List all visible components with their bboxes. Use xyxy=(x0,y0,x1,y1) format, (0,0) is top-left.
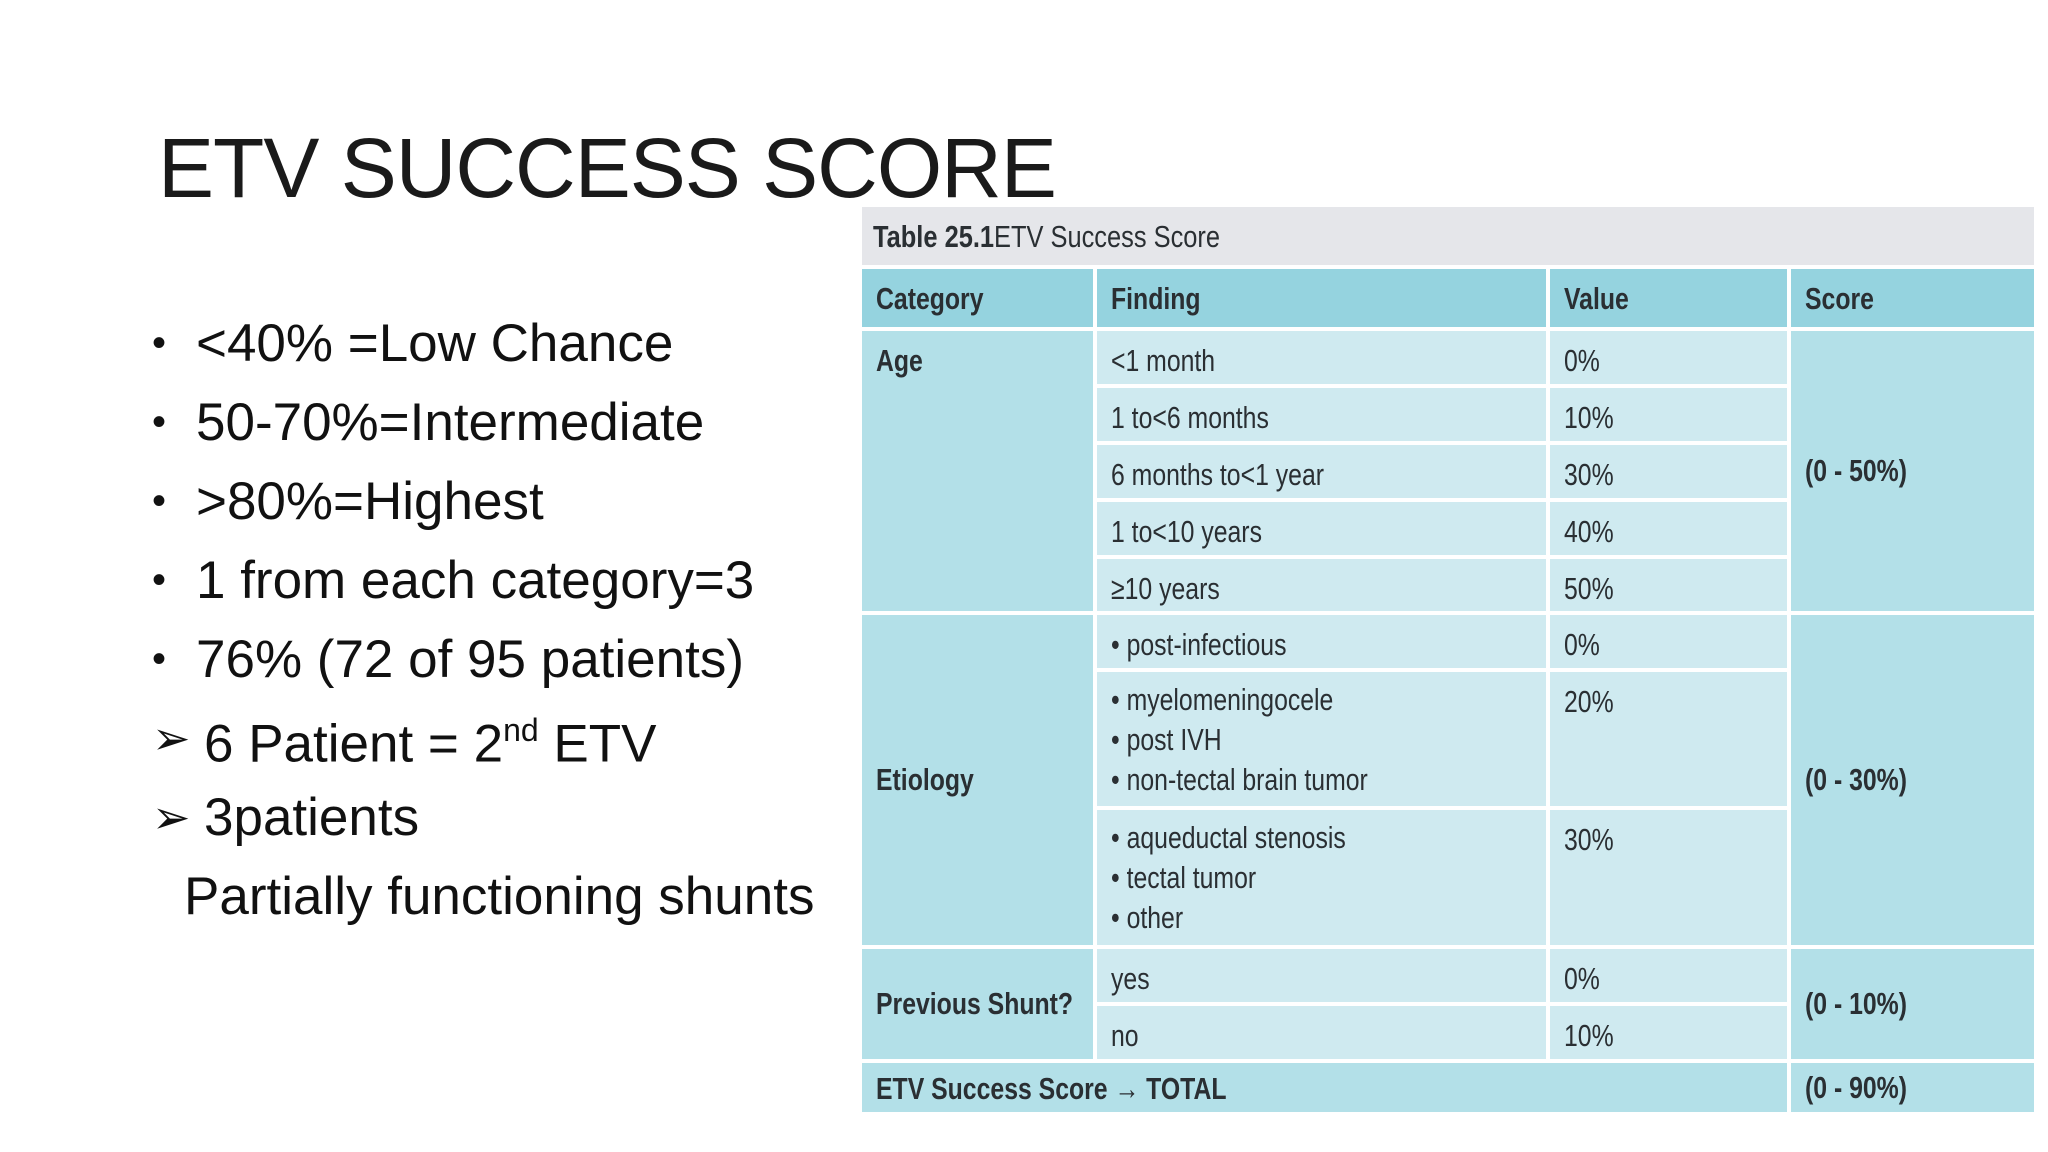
category-age: Age xyxy=(862,331,1093,611)
value-cell: 20% xyxy=(1550,672,1787,806)
value-cell: 50% xyxy=(1550,559,1787,611)
bullet-dot-icon: • xyxy=(152,321,167,365)
bullet-item: • 50-70%=Intermediate xyxy=(152,383,852,462)
value-cell: 10% xyxy=(1550,1006,1787,1059)
bullet-item: • 1 from each category=3 xyxy=(152,541,852,620)
finding-cell: ≥10 years xyxy=(1097,559,1546,611)
category-previous-shunt: Previous Shunt? xyxy=(862,949,1093,1059)
header-score: Score xyxy=(1791,269,2034,327)
arrow-bullet-icon: ➢ xyxy=(152,791,191,843)
table-caption: Table 25.1 ETV Success Score xyxy=(862,207,2034,265)
total-label: ETV Success Score → TOTAL xyxy=(862,1063,1787,1112)
bullet-item: • <40% =Low Chance xyxy=(152,304,852,383)
value-cell: 0% xyxy=(1550,331,1787,384)
bullet-item: • 76% (72 of 95 patients) xyxy=(152,620,852,699)
bullet-dot-icon: • xyxy=(152,479,167,523)
value-cell: 30% xyxy=(1550,810,1787,945)
bullet-item: • >80%=Highest xyxy=(152,462,852,541)
value-cell: 30% xyxy=(1550,445,1787,498)
arrow-item: ➢ 3patients xyxy=(152,778,852,857)
bullet-dot-icon: • xyxy=(152,637,167,681)
bullet-dot-icon: • xyxy=(152,400,167,444)
finding-cell: • post-infectious xyxy=(1097,615,1546,668)
arrow-item: ➢ 6 Patient = 2nd ETV xyxy=(152,699,852,778)
arrow-bullet-icon: ➢ xyxy=(152,712,191,764)
etv-score-table: Table 25.1 ETV Success Score Category Fi… xyxy=(862,207,2034,1112)
header-category: Category xyxy=(862,269,1093,327)
continuation-text: Partially functioning shunts xyxy=(184,867,815,926)
finding-cell: 6 months to<1 year xyxy=(1097,445,1546,498)
finding-cell: <1 month xyxy=(1097,331,1546,384)
value-cell: 0% xyxy=(1550,615,1787,668)
value-cell: 0% xyxy=(1550,949,1787,1002)
finding-cell: • myelomeningocele • post IVH • non-tect… xyxy=(1097,672,1546,806)
finding-cell: no xyxy=(1097,1006,1546,1059)
finding-cell: yes xyxy=(1097,949,1546,1002)
score-age: (0 - 50%) xyxy=(1791,331,2034,611)
finding-cell: 1 to<6 months xyxy=(1097,388,1546,441)
finding-cell: • aqueductal stenosis • tectal tumor • o… xyxy=(1097,810,1546,945)
table-caption-number: Table 25.1 xyxy=(873,219,995,254)
total-score: (0 - 90%) xyxy=(1791,1063,2034,1112)
bullet-list: • <40% =Low Chance • 50-70%=Intermediate •… xyxy=(152,304,852,936)
score-etiology: (0 - 30%) xyxy=(1791,615,2034,945)
header-finding: Finding xyxy=(1097,269,1546,327)
value-cell: 10% xyxy=(1550,388,1787,441)
score-previous-shunt: (0 - 10%) xyxy=(1791,949,2034,1059)
finding-cell: 1 to<10 years xyxy=(1097,502,1546,555)
header-value: Value xyxy=(1550,269,1787,327)
category-etiology: Etiology xyxy=(862,615,1093,945)
bullet-dot-icon: • xyxy=(152,558,167,602)
slide-title: ETV SUCCESS SCORE xyxy=(158,121,1057,215)
value-cell: 40% xyxy=(1550,502,1787,555)
table-caption-text: ETV Success Score xyxy=(994,219,1221,254)
